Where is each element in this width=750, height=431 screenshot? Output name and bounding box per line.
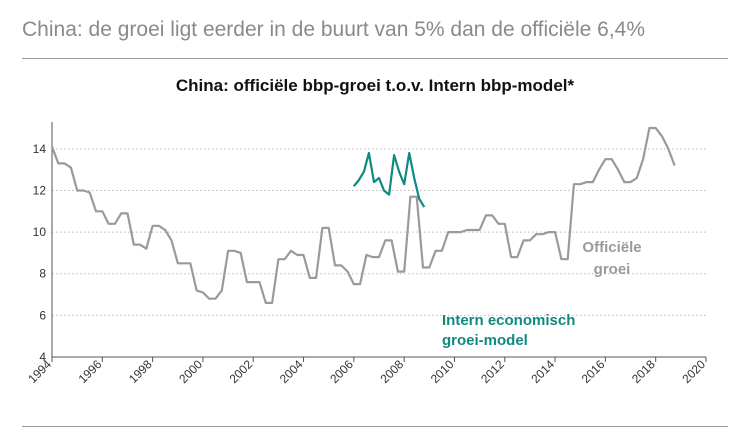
x-tick-label: 2002 (227, 357, 256, 386)
x-tick-label: 2016 (579, 357, 608, 386)
y-tick-label: 8 (39, 267, 46, 281)
footer-divider (22, 426, 728, 427)
series-annotation-model: groei-model (442, 332, 528, 349)
x-tick-label: 2020 (679, 357, 708, 386)
series-annotation-official: groei (594, 261, 631, 278)
y-tick-label: 6 (39, 308, 46, 322)
x-tick-label: 2000 (176, 357, 205, 386)
series-annotation-model: Intern economisch (442, 312, 575, 329)
x-tick-label: 2010 (428, 357, 457, 386)
x-tick-label: 2008 (377, 357, 406, 386)
chart-title: China: officiële bbp-groei t.o.v. Intern… (175, 76, 575, 95)
series-line-official (50, 126, 676, 304)
x-tick-label: 2006 (327, 357, 356, 386)
y-tick-label: 14 (33, 142, 47, 156)
x-tick-label: 2018 (629, 357, 658, 386)
headline-divider (22, 58, 728, 59)
x-tick-label: 2012 (478, 357, 507, 386)
x-tick-label: 1996 (76, 357, 105, 386)
page-headline: China: de groei ligt eerder in de buurt … (22, 18, 646, 41)
y-tick-label: 10 (33, 225, 47, 239)
x-tick-label: 2004 (277, 357, 306, 386)
x-tick-label: 1998 (126, 357, 155, 386)
y-tick-label: 4 (39, 350, 46, 364)
y-tick-label: 12 (33, 183, 47, 197)
series-annotation-official: Officiële (582, 239, 641, 256)
x-tick-label: 1994 (25, 357, 54, 386)
x-tick-label: 2014 (528, 357, 557, 386)
series-line-model (352, 151, 426, 208)
